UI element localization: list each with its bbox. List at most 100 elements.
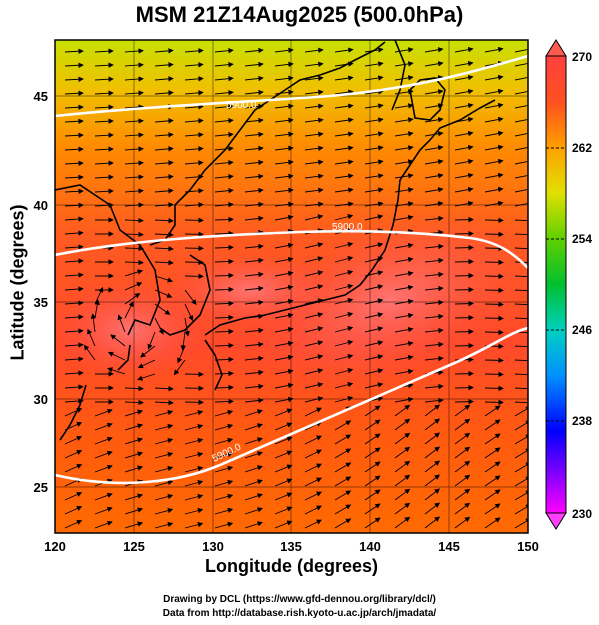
y-tick-label: 40 (34, 198, 48, 213)
colorbar: 270 262 254 246 238 230 (545, 39, 592, 530)
streamline-arrow (424, 215, 444, 222)
credit-drawing: Drawing by DCL (https://www.gfd-dennou.o… (163, 594, 436, 605)
streamline-arrow (454, 144, 474, 151)
streamline-arrow (394, 516, 411, 529)
streamline-arrow (514, 387, 528, 390)
streamline-arrow (184, 522, 204, 529)
streamline-arrow (214, 286, 234, 293)
streamline-arrow (454, 418, 471, 431)
streamline-arrow (154, 90, 174, 96)
x-axis: 120 125 130 135 140 145 150 (44, 539, 539, 554)
streamline-arrow (334, 340, 354, 347)
streamline-arrow (424, 488, 441, 501)
streamline-arrow (124, 399, 144, 406)
streamline-arrow (214, 314, 234, 321)
streamline-arrow (184, 62, 204, 68)
streamline-arrow (274, 201, 294, 208)
streamline-arrow (64, 398, 84, 404)
streamline-arrow (304, 477, 323, 487)
streamline-arrow (334, 434, 352, 445)
streamline-arrow (514, 74, 528, 81)
streamline-arrow (364, 103, 384, 109)
streamline-arrow (514, 46, 528, 53)
streamline-arrow (274, 103, 294, 110)
streamline-arrow (304, 463, 323, 473)
streamline-arrow (124, 245, 144, 252)
y-tick-label: 30 (34, 392, 48, 407)
streamline-arrow (424, 299, 444, 306)
streamline-arrow (364, 242, 384, 249)
streamline-arrow (424, 516, 441, 529)
streamline-arrow (64, 104, 84, 110)
streamline-arrow (484, 385, 504, 392)
streamline-arrow (274, 214, 294, 221)
streamline-arrow (124, 507, 144, 515)
streamline-arrow (244, 479, 263, 487)
streamline-arrow (94, 520, 113, 529)
streamline-arrow (364, 214, 384, 221)
temperature-field (55, 40, 528, 533)
streamline-arrow (364, 47, 384, 53)
streamline-arrow (214, 507, 234, 515)
streamline-arrow (124, 282, 143, 291)
streamline-arrow (304, 396, 324, 403)
streamline-arrow (214, 131, 234, 138)
streamline-arrow (484, 517, 501, 529)
streamline-arrow (94, 174, 114, 180)
streamline-arrow (244, 103, 264, 110)
streamline-arrow (214, 159, 234, 166)
streamline-arrow (394, 432, 411, 445)
streamline-arrow (214, 61, 234, 68)
streamline-arrow (244, 243, 264, 250)
streamline-arrow (454, 88, 474, 95)
streamline-arrow (424, 243, 444, 250)
streamline-arrow (394, 474, 411, 487)
streamline-arrow (244, 145, 264, 152)
streamline-arrow (94, 492, 113, 501)
streamline-arrow (274, 159, 294, 166)
streamline-arrow (424, 271, 444, 278)
streamline-arrow (304, 368, 324, 375)
streamline-arrow (154, 465, 174, 473)
streamline-arrow (514, 102, 528, 109)
streamline-arrow (274, 270, 294, 277)
streamline-arrow (274, 173, 294, 180)
streamline-arrow (64, 435, 83, 445)
streamline-arrow (334, 201, 354, 207)
streamline-arrow (244, 61, 264, 68)
streamline-arrow (364, 284, 384, 291)
streamline-arrow (64, 188, 84, 194)
streamline-arrow (124, 62, 144, 68)
streamline-arrow (154, 132, 174, 138)
streamline-arrow (454, 516, 471, 529)
streamline-arrow (334, 504, 352, 515)
streamline-arrow (124, 437, 144, 445)
streamline-arrow (334, 476, 352, 487)
streamline-arrow (124, 146, 144, 152)
streamline-arrow (214, 89, 234, 96)
streamline-arrow (514, 144, 528, 151)
streamline-arrow (244, 313, 264, 320)
streamline-arrow (94, 146, 114, 152)
streamline-arrow (177, 345, 186, 364)
streamline-arrow (454, 474, 471, 487)
streamline-arrow (274, 422, 293, 431)
streamline-arrow (484, 405, 501, 417)
streamline-arrow (334, 462, 352, 473)
streamline-arrow (244, 89, 264, 96)
streamline-arrow (394, 396, 414, 403)
streamline-arrow (454, 258, 474, 265)
streamline-arrow (304, 214, 324, 221)
streamline-arrow (214, 423, 234, 431)
streamline-arrow (184, 480, 204, 487)
streamline-arrow (124, 259, 144, 266)
x-tick-label: 125 (123, 539, 145, 554)
streamline-arrow (214, 300, 234, 307)
streamline-arrow (364, 201, 384, 207)
streamline-arrow (244, 383, 264, 390)
streamline-arrow (64, 286, 84, 292)
streamline-arrow (244, 423, 263, 431)
streamline-arrow (364, 270, 384, 277)
streamline-arrow (214, 493, 234, 501)
streamline-arrow (424, 418, 441, 431)
